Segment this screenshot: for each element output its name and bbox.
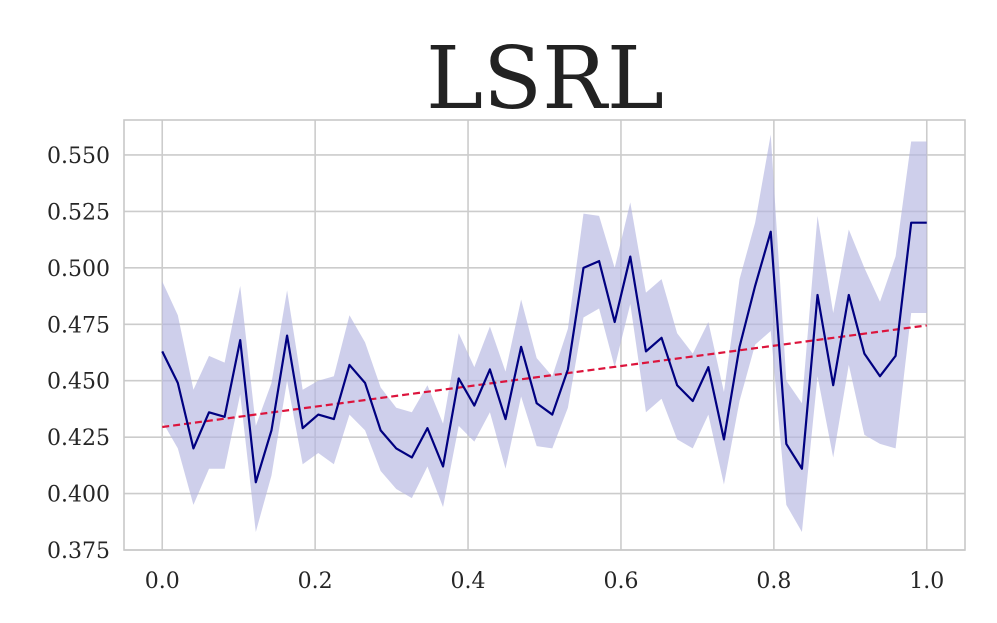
plot-frame bbox=[123, 119, 966, 551]
y-tick-label: 0.425 bbox=[47, 426, 110, 451]
y-tick-label: 0.475 bbox=[47, 313, 110, 338]
series-line bbox=[161, 221, 927, 484]
trend-layer bbox=[162, 324, 927, 429]
x-axis: 0.0 0.2 0.4 0.6 0.8 1.0 bbox=[145, 569, 945, 594]
confidence-band bbox=[162, 134, 927, 532]
confidence-band-layer bbox=[162, 134, 927, 532]
x-tick-label: 0.0 bbox=[145, 569, 180, 594]
x-tick-label: 0.4 bbox=[451, 569, 486, 594]
x-tick-label: 1.0 bbox=[909, 569, 944, 594]
y-tick-label: 0.375 bbox=[47, 539, 110, 564]
x-tick-label: 0.8 bbox=[756, 569, 791, 594]
y-tick-label: 0.500 bbox=[47, 257, 110, 282]
y-tick-label: 0.450 bbox=[47, 370, 110, 395]
y-axis: 0.375 0.400 0.425 0.450 0.475 0.500 0.525 0.550 bbox=[47, 144, 110, 564]
x-tick-label: 0.2 bbox=[298, 569, 333, 594]
y-tick-label: 0.400 bbox=[47, 483, 110, 508]
y-tick-label: 0.550 bbox=[47, 144, 110, 169]
x-tick-label: 0.6 bbox=[603, 569, 638, 594]
series-line-layer bbox=[161, 221, 927, 484]
chart-title: LSRL bbox=[426, 29, 664, 129]
trend-line bbox=[162, 324, 927, 429]
y-tick-label: 0.525 bbox=[47, 200, 110, 225]
